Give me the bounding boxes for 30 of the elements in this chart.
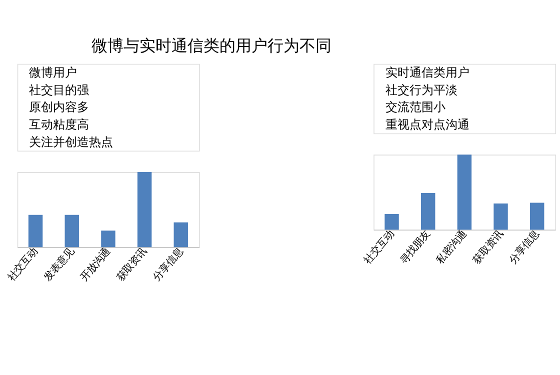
bar (384, 214, 399, 230)
x-tick-label: 获取资讯 (114, 245, 150, 284)
bar (420, 192, 436, 230)
text: 原创内容多 (29, 100, 90, 114)
x-tick-label: 发表意见 (42, 245, 77, 284)
x-tick-label: 私密沟通 (434, 228, 470, 266)
bar (457, 154, 472, 230)
bar (494, 203, 508, 230)
text: 微博用户 (29, 65, 78, 80)
x-tick-label: 寻找朋友 (398, 228, 433, 266)
x-tick-label: 分享信息 (506, 228, 542, 266)
bar (28, 214, 43, 248)
x-tick-label: 分享信息 (150, 245, 186, 284)
text: 社交目的强 (29, 82, 90, 97)
bar (174, 222, 188, 248)
x-tick-label: 开放沟通 (78, 245, 113, 284)
x-tick-label: 社交互动 (362, 228, 396, 266)
bar (64, 214, 79, 248)
text: 互动粘度高 (29, 118, 90, 132)
chart-title: 微博与实时通信类的用户行为不同 (92, 36, 332, 55)
text: 关注并创造热点 (29, 134, 114, 149)
bar (530, 202, 544, 230)
text: 交流范围小 (385, 100, 446, 114)
text: 社交行为平淡 (385, 82, 458, 97)
text: 重视点对点沟通 (385, 118, 470, 132)
bar (137, 172, 152, 248)
x-tick-label: 社交互动 (5, 245, 40, 284)
bar (101, 230, 116, 248)
text: 实时通信类用户 (385, 65, 470, 80)
x-tick-label: 获取资讯 (470, 228, 506, 266)
